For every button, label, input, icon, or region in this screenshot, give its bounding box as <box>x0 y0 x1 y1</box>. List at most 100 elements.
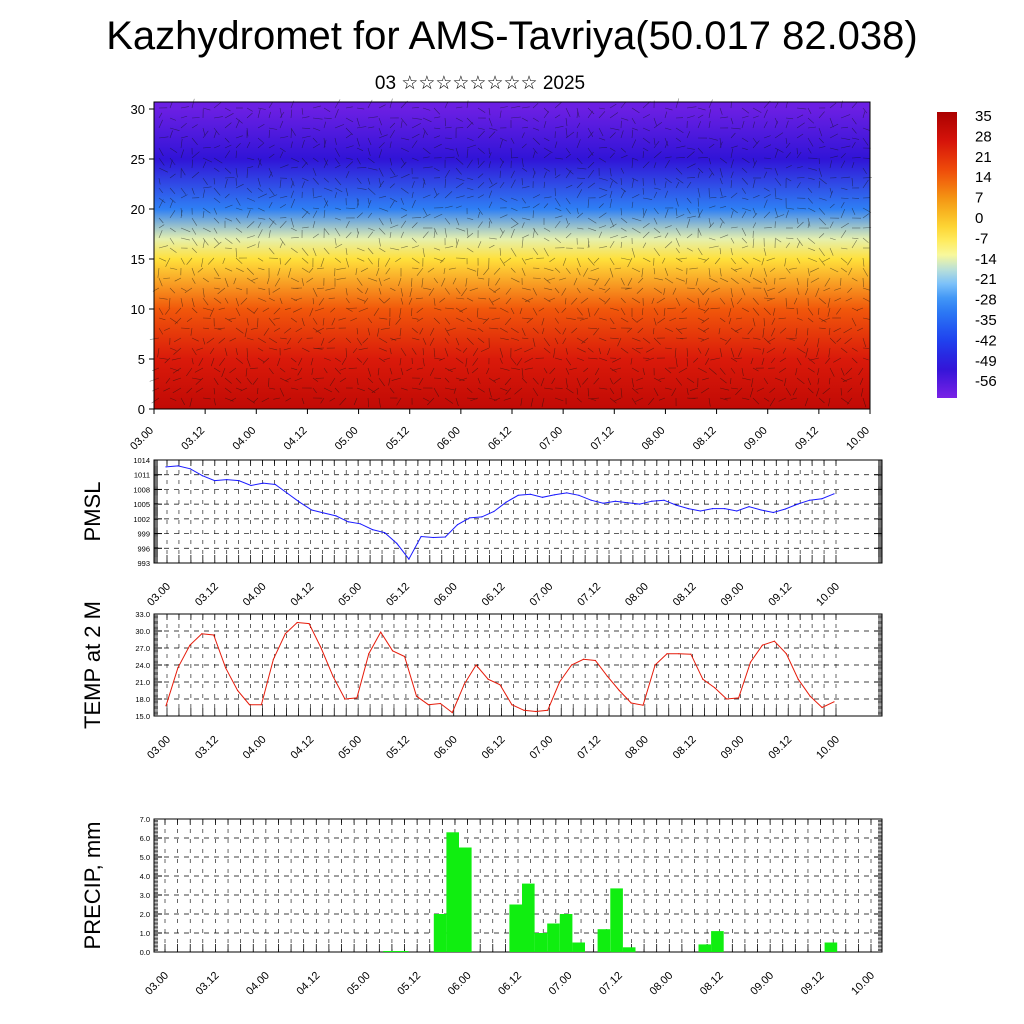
wind-barb <box>686 247 693 252</box>
wind-barb <box>273 397 281 400</box>
wind-barb <box>631 367 639 373</box>
data-point <box>651 500 653 502</box>
wind-barb <box>851 117 857 125</box>
data-point <box>225 667 227 669</box>
wind-barb <box>376 267 380 276</box>
wind-barb <box>730 387 739 390</box>
wind-barb <box>427 397 435 406</box>
wind-barb <box>477 147 485 154</box>
wind-barb <box>834 287 842 291</box>
wind-barb <box>471 367 479 374</box>
wind-barb <box>367 317 373 324</box>
wind-barb <box>708 245 719 249</box>
colorbar-label: -14 <box>975 251 997 268</box>
wind-barb <box>290 297 298 302</box>
wind-barb <box>653 317 657 326</box>
wind-barb <box>543 107 549 113</box>
wind-barb <box>356 177 362 184</box>
wind-barb <box>697 187 701 198</box>
data-point <box>833 493 835 495</box>
wind-barb <box>400 367 404 376</box>
wind-barb <box>656 297 666 304</box>
wind-barb <box>180 210 183 219</box>
wind-barb <box>631 347 641 354</box>
wind-barb <box>554 187 556 197</box>
wind-barb <box>158 147 164 156</box>
wind-barb <box>158 317 166 321</box>
wind-barb <box>246 207 254 210</box>
wind-barb <box>627 257 633 268</box>
wind-barb <box>378 127 382 136</box>
wind-barb <box>416 267 424 276</box>
wind-barb <box>273 327 281 332</box>
data-point <box>201 633 203 635</box>
wind-barb <box>466 144 477 149</box>
wind-barb <box>290 277 300 283</box>
wind-barb <box>579 317 589 321</box>
wind-barb <box>785 120 789 129</box>
wind-barb <box>771 317 776 325</box>
precip-bar <box>534 933 548 952</box>
wind-barb <box>444 169 450 179</box>
wind-barb <box>521 126 529 129</box>
wind-barb <box>301 226 309 229</box>
wind-barb <box>433 277 438 284</box>
wind-barb <box>488 190 493 199</box>
wind-barb <box>641 267 644 278</box>
wind-barb <box>235 387 242 391</box>
data-point <box>248 704 251 706</box>
wind-barb <box>477 387 485 393</box>
wind-barb <box>796 237 803 246</box>
wind-barb <box>840 347 848 353</box>
wind-barb <box>642 209 647 219</box>
wind-barb <box>477 130 485 139</box>
wind-barb <box>543 121 547 129</box>
wind-barb <box>257 387 259 395</box>
wind-barb <box>294 377 303 382</box>
wind-barb <box>686 163 696 169</box>
wind-barb <box>532 127 540 131</box>
wind-barb <box>356 257 365 262</box>
wind-barb <box>587 110 593 119</box>
wind-barb <box>422 287 432 290</box>
wind-barb <box>741 120 745 129</box>
wind-barb <box>458 377 468 382</box>
wind-barb <box>789 267 798 270</box>
wind-barb <box>714 257 721 265</box>
wind-barb <box>191 277 196 284</box>
wind-barb <box>576 182 583 189</box>
wind-barb <box>631 217 642 222</box>
wind-barb <box>262 357 270 364</box>
wind-barb <box>444 126 452 129</box>
wind-barb <box>598 297 606 303</box>
y-tick-label: 996 <box>137 544 150 553</box>
wind-barb <box>642 337 651 344</box>
wind-barb <box>730 207 738 214</box>
wind-barb <box>827 297 831 308</box>
wind-barb <box>246 221 255 229</box>
wind-barb <box>411 140 418 149</box>
wind-barb <box>532 194 541 199</box>
wind-barb <box>829 203 835 209</box>
data-point <box>238 480 240 482</box>
wind-barb <box>653 287 663 294</box>
wind-barb <box>367 187 376 195</box>
wind-barb <box>631 247 636 258</box>
wind-barb <box>323 177 330 183</box>
wind-barb <box>180 397 185 405</box>
wind-barb <box>675 257 683 263</box>
wind-barb <box>389 183 395 189</box>
wind-barb <box>385 267 391 275</box>
wind-barb <box>158 157 165 166</box>
wind-barb <box>510 197 518 201</box>
wind-barb <box>779 367 787 373</box>
wind-barb <box>499 106 508 109</box>
wind-barb <box>805 287 809 296</box>
temp-panel: 33.030.027.024.021.018.015.003.00 03.12 04… <box>80 601 883 762</box>
wind-barb <box>356 297 366 302</box>
wind-barb <box>411 317 419 320</box>
wind-barb <box>719 267 722 277</box>
wind-barb <box>389 287 396 291</box>
wind-barb <box>609 235 619 239</box>
wind-barb <box>285 397 292 402</box>
